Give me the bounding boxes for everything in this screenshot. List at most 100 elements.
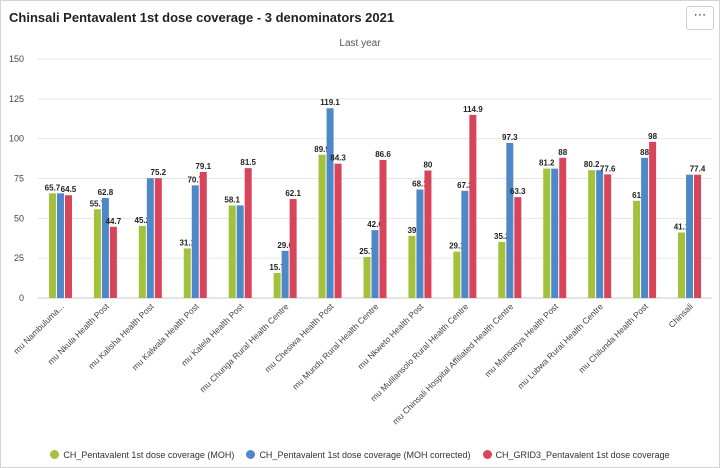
bar — [694, 174, 702, 298]
bar — [469, 114, 477, 299]
data-label: 75.2 — [151, 168, 167, 177]
bar — [109, 226, 117, 298]
bar — [281, 250, 289, 298]
bar — [498, 241, 506, 298]
data-label: 70.7 — [187, 175, 203, 184]
x-tick-label: mu Mulilansolo Rural Health Centre — [368, 301, 470, 403]
data-label: 89.9 — [314, 145, 330, 154]
chart-subtitle: Last year — [339, 38, 381, 49]
legend-swatch — [246, 450, 256, 459]
bar — [371, 230, 379, 298]
data-label: 63.3 — [510, 187, 526, 196]
bar — [146, 178, 154, 298]
legend-item[interactable]: CH_Pentavalent 1st dose coverage (MOH) — [50, 450, 234, 460]
bar — [244, 168, 252, 298]
data-label: 64.5 — [61, 185, 77, 194]
bar — [183, 248, 191, 298]
bar — [289, 199, 297, 298]
data-label: 44.7 — [106, 217, 122, 226]
data-label: 65.7 — [45, 183, 61, 192]
data-label: 88 — [640, 148, 649, 157]
bar — [64, 195, 72, 298]
bar — [48, 193, 56, 298]
legend-swatch — [50, 450, 60, 459]
data-label: 62.8 — [98, 188, 114, 197]
data-label: 42.6 — [367, 220, 383, 229]
bar — [453, 251, 461, 298]
y-tick-label: 125 — [9, 94, 24, 104]
bar — [416, 189, 424, 298]
bar — [191, 185, 199, 298]
bar — [506, 142, 514, 298]
data-label: 15.7 — [269, 263, 285, 272]
bar — [318, 154, 326, 298]
bar — [334, 163, 342, 298]
y-tick-label: 0 — [19, 293, 24, 303]
chart-legend: CH_Pentavalent 1st dose coverage (MOH) CH… — [0, 450, 720, 460]
data-label: 81.2 — [539, 159, 555, 168]
legend-swatch — [482, 450, 492, 459]
chart-title: Chinsali Pentavalent 1st dose coverage -… — [9, 10, 395, 25]
legend-item[interactable]: CH_GRID3_Pentavalent 1st dose coverage — [482, 450, 670, 460]
x-tick-label: Chinsali — [666, 301, 695, 330]
bar — [543, 168, 551, 298]
data-label: 114.9 — [463, 105, 483, 114]
bar — [588, 170, 596, 298]
bar — [228, 205, 236, 298]
bar — [363, 257, 371, 298]
y-tick-label: 50 — [14, 213, 24, 223]
data-label: 84.3 — [330, 154, 346, 163]
bar — [514, 197, 522, 298]
data-label: 80.2 — [584, 160, 600, 169]
data-label: 79.1 — [195, 162, 211, 171]
data-label: 80 — [423, 161, 432, 170]
data-label: 67.3 — [457, 181, 473, 190]
data-label: 119.1 — [320, 98, 340, 107]
data-label: 29.1 — [449, 242, 465, 251]
x-tick-label: mu Munsanya Health Post — [483, 301, 561, 379]
y-tick-label: 75 — [14, 174, 24, 184]
bar — [236, 205, 244, 298]
data-label: 39 — [407, 226, 416, 235]
y-tick-label: 150 — [9, 54, 24, 64]
bar — [273, 272, 281, 298]
bar — [641, 157, 649, 298]
bar — [326, 108, 334, 298]
data-label: 88 — [558, 148, 567, 157]
bar — [551, 168, 559, 298]
data-label: 97.3 — [502, 133, 518, 142]
data-label: 86.6 — [375, 150, 391, 159]
bar — [379, 160, 387, 298]
bar — [686, 174, 694, 298]
data-label: 41.1 — [674, 223, 690, 232]
x-tick-label: mu Lubwa Rural Health Centre — [515, 301, 605, 391]
bar — [604, 174, 612, 298]
bar — [408, 235, 416, 298]
legend-item[interactable]: CH_Pentavalent 1st dose coverage (MOH co… — [246, 450, 471, 460]
bar — [101, 197, 109, 298]
data-label: 35.2 — [494, 232, 510, 241]
data-label: 62.1 — [285, 189, 301, 198]
data-label: 31.1 — [179, 238, 195, 247]
bar — [633, 200, 641, 298]
bar — [154, 178, 162, 298]
x-tick-label: mu Mundu Rural Health Centre — [290, 301, 380, 391]
data-label: 77.6 — [600, 164, 616, 173]
data-label: 77.4 — [690, 165, 706, 174]
data-label: 29.6 — [277, 241, 293, 250]
data-label: 68.1 — [412, 179, 428, 188]
x-tick-label: mu Chunga Rural Health Centre — [198, 301, 291, 394]
bar — [461, 190, 469, 298]
data-label: 45.2 — [135, 216, 151, 225]
legend-label: CH_GRID3_Pentavalent 1st dose coverage — [495, 450, 670, 460]
data-label: 55.7 — [90, 199, 106, 208]
bar — [596, 170, 604, 298]
bar — [678, 232, 686, 298]
y-tick-label: 100 — [9, 134, 24, 144]
more-horizontal-icon[interactable]: ⋯ — [686, 6, 714, 30]
bar — [424, 170, 432, 298]
data-label: 25.7 — [359, 247, 375, 256]
data-label: 61 — [632, 191, 641, 200]
y-tick-label: 25 — [14, 253, 24, 263]
